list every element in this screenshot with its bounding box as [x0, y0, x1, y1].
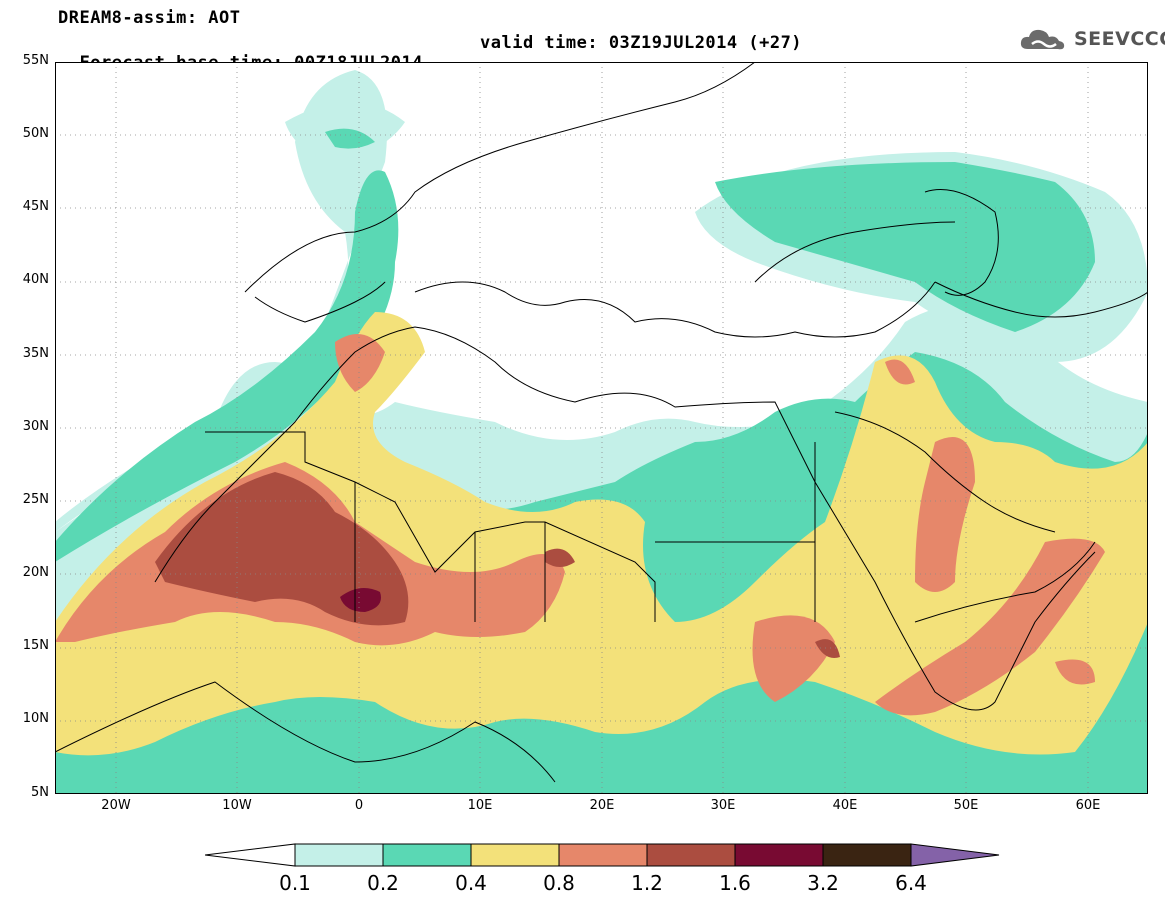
colorbar-above-arrow: [910, 843, 1000, 867]
colorbar-label: 0.2: [367, 871, 399, 895]
lon-label: 20W: [101, 798, 131, 813]
colorbar-label: 6.4: [895, 871, 927, 895]
aot-map: [55, 62, 1148, 794]
colorbar-below-arrow: [205, 843, 296, 867]
lat-label: 50N: [22, 126, 49, 141]
colorbar-label: 3.2: [807, 871, 839, 895]
lon-label: 10E: [467, 798, 493, 813]
lon-label: 50E: [953, 798, 979, 813]
colorbar-bin: [558, 843, 648, 867]
colorbar-label: 0.1: [279, 871, 311, 895]
lat-label: 25N: [22, 492, 49, 507]
colorbar-bin: [734, 843, 824, 867]
gridlines: [55, 62, 1148, 794]
colorbar-label: 1.6: [719, 871, 751, 895]
lat-label: 35N: [22, 346, 49, 361]
lat-label: 45N: [22, 199, 49, 214]
coastlines: [55, 62, 1148, 783]
lon-label: 10W: [222, 798, 252, 813]
colorbar-bin: [646, 843, 736, 867]
colorbar-bin: [294, 843, 384, 867]
seevccc-logo: SEEVCCC: [1018, 25, 1165, 53]
valid-time: valid time: 03Z19JUL2014 (+27): [480, 33, 803, 53]
aot-0.4-area: [55, 312, 1148, 756]
colorbar-bin: [382, 843, 472, 867]
colorbar-label: 1.2: [631, 871, 663, 895]
lon-label: 40E: [832, 798, 858, 813]
colorbar-label: 0.4: [455, 871, 487, 895]
colorbar-bin: [822, 843, 912, 867]
lon-label: 20E: [589, 798, 615, 813]
lat-label: 40N: [22, 272, 49, 287]
lon-label: 60E: [1075, 798, 1101, 813]
lat-label: 10N: [22, 711, 49, 726]
lat-label: 20N: [22, 565, 49, 580]
lat-label: 5N: [31, 785, 49, 800]
lat-label: 55N: [22, 53, 49, 68]
map-title: DREAM8-assim: AOT: [58, 8, 241, 28]
colorbar: [205, 843, 1000, 867]
aot-1.2-area: [155, 472, 840, 658]
colorbar-label: 0.8: [543, 871, 575, 895]
cloud-icon: [1020, 29, 1065, 50]
lat-label: 15N: [22, 638, 49, 653]
map-border: [55, 62, 1148, 794]
lat-label: 30N: [22, 419, 49, 434]
lon-label: 30E: [710, 798, 736, 813]
logo-text: SEEVCCC: [1074, 28, 1165, 50]
colorbar-bin: [470, 843, 560, 867]
aot-1.6-area: [340, 588, 381, 612]
map-canvas: [55, 62, 1148, 794]
lon-label: 0: [354, 798, 364, 813]
